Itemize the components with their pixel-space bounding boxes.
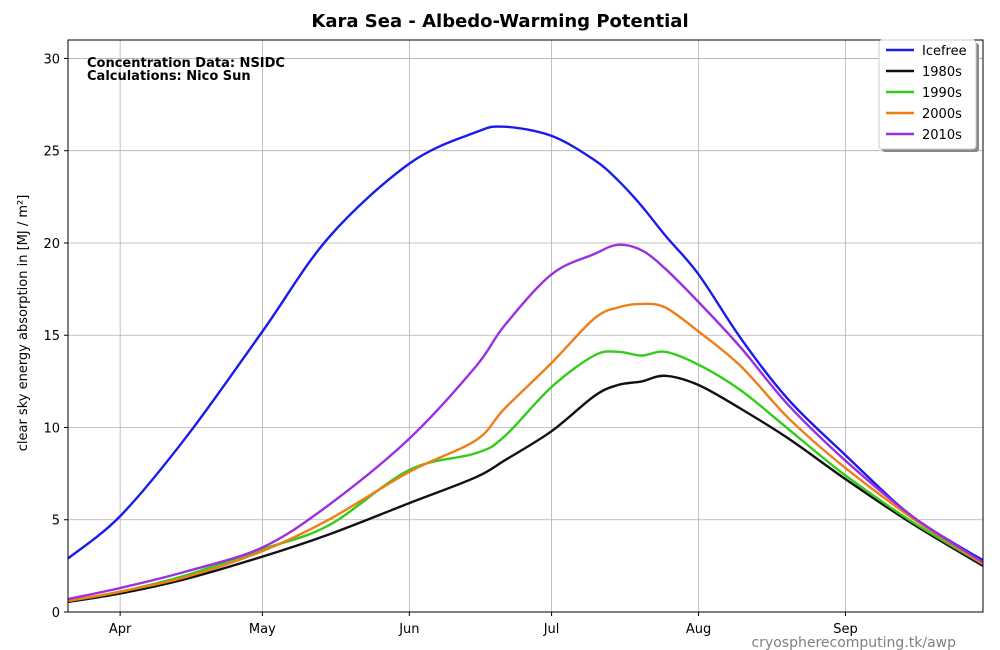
x-tick-label: May (249, 622, 276, 637)
legend-label-2010s: 2010s (922, 128, 962, 143)
y-tick-label: 0 (52, 606, 60, 621)
legend: Icefree 1980s 1990s 2000s 2010s (878, 39, 979, 152)
legend-label-1980s: 1980s (922, 65, 962, 80)
legend-items: Icefree 1980s 1990s 2000s 2010s (886, 44, 967, 143)
y-axis-label: clear sky energy absorption in [MJ / m²] (16, 195, 31, 452)
y-axis: 0 5 10 15 20 25 30 (43, 52, 68, 621)
series-line-1980s (67, 374, 984, 604)
grid (68, 40, 983, 613)
legend-label-icefree: Icefree (922, 44, 967, 59)
x-tick-label: Aug (686, 622, 711, 637)
x-tick-label: Sep (833, 622, 858, 637)
legend-label-2000s: 2000s (922, 107, 962, 122)
y-tick-label: 30 (43, 52, 60, 67)
x-tick-label: Jun (398, 622, 419, 637)
source-watermark: cryospherecomputing.tk/awp (751, 635, 956, 650)
series-line-2010s (67, 243, 984, 601)
annotation-calculations: Calculations: Nico Sun (87, 69, 251, 84)
chart-title: Kara Sea - Albedo-Warming Potential (311, 11, 688, 32)
x-tick-label: Jul (543, 622, 560, 637)
x-axis: Apr May Jun Jul Aug Sep (109, 612, 858, 637)
y-tick-label: 5 (52, 514, 60, 529)
series-line-icefree (67, 125, 984, 562)
x-tick-label: Apr (109, 622, 132, 637)
annotation-data-source: Concentration Data: NSIDC (87, 56, 285, 71)
series-line-2000s (67, 302, 984, 603)
series-layer (67, 125, 984, 604)
plot-frame (67, 39, 984, 613)
y-tick-label: 20 (43, 237, 60, 252)
y-tick-label: 15 (43, 329, 60, 344)
legend-label-1990s: 1990s (922, 86, 962, 101)
series-line-1990s (67, 350, 984, 603)
legend-box (878, 39, 977, 150)
y-tick-label: 10 (43, 421, 60, 436)
y-tick-label: 25 (43, 145, 60, 160)
